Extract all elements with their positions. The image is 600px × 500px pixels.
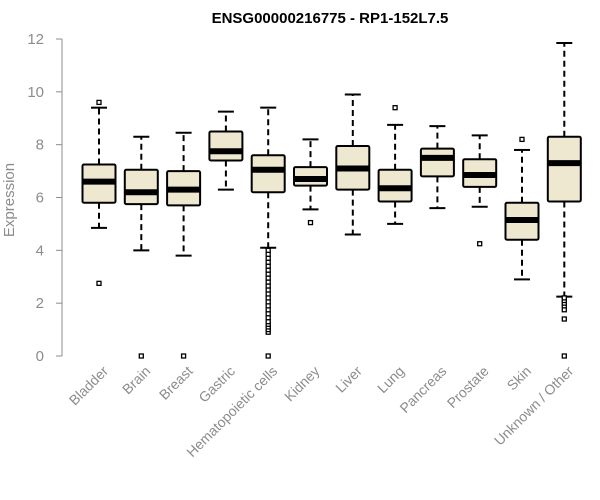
x-tick-label: Skin: [504, 363, 535, 394]
box-brain: [123, 135, 159, 359]
outlier-point: [180, 353, 187, 359]
y-tick-label: 6: [36, 190, 44, 207]
box-breast: [166, 131, 202, 359]
box-lung: [377, 105, 413, 225]
box-liver: [335, 93, 371, 236]
x-tick-label: Bladder: [66, 363, 112, 409]
box-prostate: [462, 134, 498, 247]
box-hematopoietic-cells: [250, 106, 286, 359]
y-tick-label: 2: [36, 295, 44, 312]
x-tick-label: Unknown / Other: [491, 363, 577, 449]
outlier-point: [561, 353, 567, 359]
outlier-point: [477, 241, 483, 247]
y-tick-label: 4: [36, 242, 44, 259]
iqr-box: [419, 147, 455, 178]
outlier-point: [96, 99, 102, 106]
box-bladder: [81, 99, 117, 287]
box-kidney: [293, 138, 328, 226]
box-gastric: [208, 110, 244, 191]
x-tick-label: Breast: [156, 363, 196, 403]
y-tick-label: 10: [27, 84, 44, 101]
outlier-point: [392, 105, 398, 111]
y-axis-label: Expression: [1, 163, 18, 237]
y-tick-label: 0: [36, 348, 44, 365]
iqr-box: [546, 135, 582, 203]
box-pancreas: [419, 125, 455, 210]
outlier-point: [519, 136, 525, 143]
y-axis: 0 2 4 6 8 10 12: [27, 31, 63, 365]
x-tick-label: Pancreas: [396, 363, 449, 416]
outlier-point: [265, 353, 271, 359]
chart-title: ENSG00000216775 - RP1-152L7.5: [212, 10, 449, 27]
box-series: [81, 41, 582, 359]
x-tick-label: Lung: [374, 363, 407, 396]
iqr-box: [250, 154, 286, 194]
outlier-point: [138, 353, 144, 359]
x-tick-label: Liver: [332, 363, 365, 396]
iqr-box: [208, 130, 244, 162]
x-tick-label: Kidney: [281, 363, 323, 405]
x-tick-label: Prostate: [444, 363, 492, 411]
outlier-point: [561, 295, 567, 301]
box-unknown-other: [546, 41, 582, 359]
box-skin: [504, 136, 540, 281]
y-tick-label: 8: [36, 137, 44, 154]
outlier-point: [96, 280, 102, 287]
iqr-box: [123, 168, 159, 206]
outlier-point: [265, 247, 271, 253]
outlier-point: [307, 219, 314, 226]
y-tick-label: 12: [27, 31, 44, 48]
outlier-point: [561, 316, 567, 322]
x-tick-label: Brain: [119, 363, 153, 397]
